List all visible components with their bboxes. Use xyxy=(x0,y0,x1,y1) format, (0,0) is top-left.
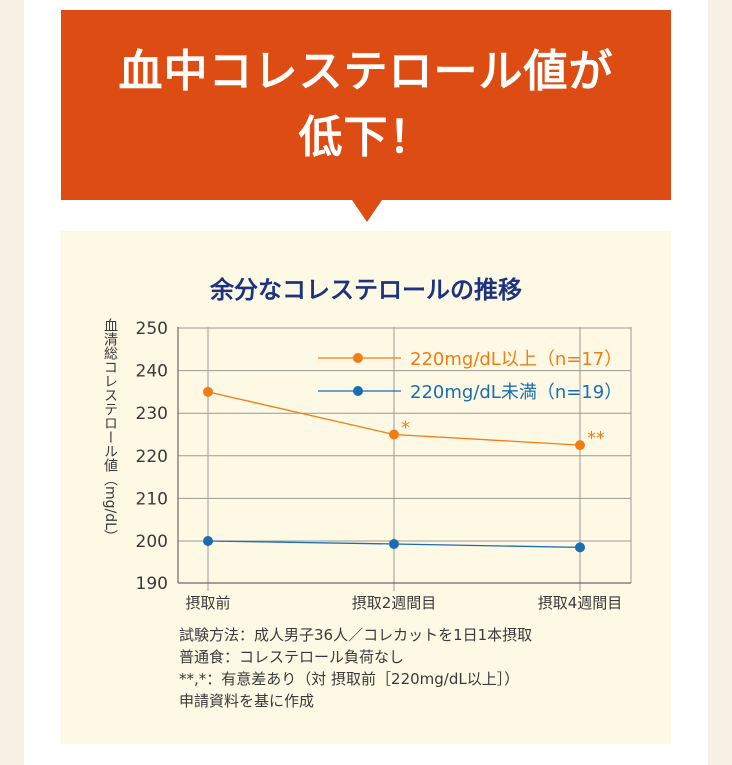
data-point-0-0 xyxy=(203,386,213,397)
y-tick-label-250: 250 xyxy=(136,319,168,339)
note-diet: 普通食：コレステロール負荷なし xyxy=(179,648,405,666)
headline-banner: 血中コレステロール値が 低下！ xyxy=(61,10,671,200)
y-tick-label-220: 220 xyxy=(136,447,168,467)
y-tick-label-190: 190 xyxy=(136,574,168,594)
chart-title: 余分なコレステロールの推移 xyxy=(210,276,522,304)
y-axis-label: 血清総コレステロール値（mg/dL） xyxy=(102,318,118,544)
legend-label-1: 220mg/dL未満（n=19） xyxy=(410,382,622,403)
x-tick-label-1: 摂取2週間目 xyxy=(352,594,437,612)
headline-line-1: 血中コレステロール値が xyxy=(118,46,614,97)
legend-label-0: 220mg/dL以上（n=17） xyxy=(410,349,622,370)
data-point-0-1 xyxy=(389,429,399,440)
data-point-1-0 xyxy=(203,536,213,546)
banner-pointer xyxy=(352,200,382,222)
y-tick-label-230: 230 xyxy=(136,404,168,424)
y-tick-label-200: 200 xyxy=(136,532,168,552)
x-tick-label-2: 摂取4週間目 xyxy=(538,594,623,612)
legend-marker-1 xyxy=(353,386,363,396)
note-method: 試験方法：成人男子36人／コレカットを1日1本摂取 xyxy=(179,626,533,644)
y-tick-label-210: 210 xyxy=(136,489,168,509)
y-tick-label-240: 240 xyxy=(136,362,168,382)
note-source: 申請資料を基に作成 xyxy=(179,692,315,710)
chart-panel xyxy=(61,231,671,744)
headline-line-2: 低下！ xyxy=(298,112,434,163)
data-point-0-2 xyxy=(575,440,585,451)
x-tick-label-0: 摂取前 xyxy=(185,594,230,612)
legend-marker-0 xyxy=(353,353,363,363)
data-point-1-1 xyxy=(389,538,399,549)
significance-marker-0-2: ** xyxy=(587,428,605,449)
significance-marker-0-1: * xyxy=(401,418,410,439)
study-notes: 試験方法：成人男子36人／コレカットを1日1本摂取 普通食：コレステロール負荷な… xyxy=(179,624,532,712)
note-significance: **,*：有意差あり（対 摂取前［220mg/dL以上］） xyxy=(179,670,520,688)
data-point-1-2 xyxy=(575,542,585,553)
